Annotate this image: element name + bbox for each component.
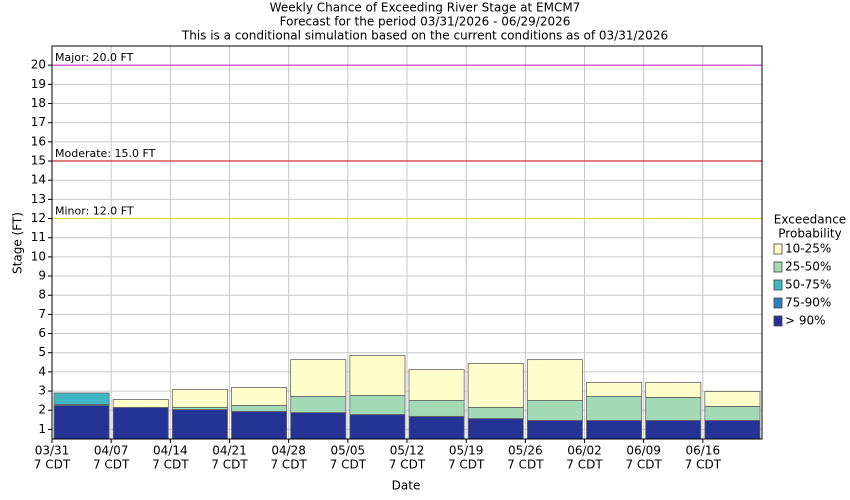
bar-segment	[586, 420, 643, 440]
legend-title: Probability	[778, 227, 841, 241]
x-tick-label: 06/09	[626, 444, 661, 458]
chart-note: This is a conditional simulation based o…	[181, 29, 668, 43]
bar-segment	[408, 415, 465, 440]
x-tick-label: 06/16	[686, 444, 721, 458]
x-tick-label: 7 CDT	[211, 458, 248, 472]
x-tick-label: 7 CDT	[566, 458, 603, 472]
bar-segment	[231, 410, 288, 440]
x-tick-label: 7 CDT	[448, 458, 485, 472]
y-tick-label: 4	[38, 364, 46, 378]
bar-segment	[704, 420, 761, 440]
bar-segment	[526, 359, 583, 401]
threshold-label: Major: 20.0 FT	[55, 51, 134, 64]
x-tick-label: 05/26	[508, 444, 543, 458]
x-tick-label: 7 CDT	[93, 458, 130, 472]
y-tick-label: 11	[31, 230, 46, 244]
chart-title: Weekly Chance of Exceeding River Stage a…	[270, 1, 581, 15]
legend-label: > 90%	[785, 314, 826, 328]
bar-segment	[645, 420, 702, 440]
y-tick-label: 14	[31, 173, 46, 187]
bar-segment	[349, 414, 406, 440]
x-tick-label: 7 CDT	[152, 458, 189, 472]
bar-segment	[349, 395, 406, 415]
x-tick-label: 04/21	[212, 444, 247, 458]
legend-swatch	[773, 297, 783, 309]
bar-segment	[53, 405, 110, 440]
x-tick-label: 7 CDT	[270, 458, 307, 472]
threshold-label: Minor: 12.0 FT	[55, 205, 134, 218]
y-tick-label: 3	[38, 384, 46, 398]
bar-segment	[112, 406, 169, 440]
y-tick-label: 19	[31, 77, 46, 91]
bar-segment	[231, 387, 288, 406]
y-tick-label: 6	[38, 326, 46, 340]
x-axis-label: Date	[392, 479, 421, 493]
bar-segment	[467, 418, 524, 440]
bar-segment	[408, 369, 465, 401]
bar-segment	[586, 396, 643, 421]
y-tick-label: 1	[38, 422, 46, 436]
x-tick-label: 05/19	[449, 444, 484, 458]
legend-title: Exceedance	[774, 213, 846, 227]
x-tick-label: 7 CDT	[330, 458, 367, 472]
legend-label: 25-50%	[785, 260, 831, 274]
y-tick-label: 18	[31, 96, 46, 110]
bar-segment	[290, 359, 347, 397]
y-tick-label: 9	[38, 269, 46, 283]
y-tick-label: 13	[31, 192, 46, 206]
bar-segment	[408, 400, 465, 417]
bar-segment	[53, 392, 110, 405]
legend-label: 75-90%	[785, 296, 831, 310]
bar-segment	[467, 406, 524, 419]
bar-segment	[704, 406, 761, 421]
bar-segment	[645, 396, 702, 421]
x-tick-label: 05/12	[390, 444, 425, 458]
y-tick-label: 7	[38, 307, 46, 321]
x-tick-label: 04/14	[153, 444, 188, 458]
x-tick-label: 04/07	[94, 444, 129, 458]
x-tick-label: 7 CDT	[389, 458, 426, 472]
bar-segment	[171, 409, 228, 440]
chart-subtitle: Forecast for the period 03/31/2026 - 06/…	[280, 15, 571, 29]
y-tick-label: 10	[31, 249, 46, 263]
bar-segment	[112, 399, 169, 408]
bar-segment	[645, 382, 702, 398]
bar-segment	[526, 420, 583, 440]
bar-segment	[526, 400, 583, 421]
y-axis-label: Stage (FT)	[11, 212, 25, 274]
bar-segment	[586, 382, 643, 397]
bar-segment	[467, 363, 524, 408]
plot-border	[51, 45, 763, 440]
y-tick-label: 2	[38, 403, 46, 417]
y-tick-label: 17	[31, 115, 46, 129]
bar-segment	[704, 391, 761, 407]
y-tick-label: 12	[31, 211, 46, 225]
bar-segment	[171, 389, 228, 408]
bar-segment	[290, 396, 347, 413]
y-tick-label: 15	[31, 154, 46, 168]
legend-swatch	[773, 261, 783, 273]
threshold-label: Moderate: 15.0 FT	[55, 147, 156, 160]
y-tick-label: 20	[31, 58, 46, 72]
x-tick-label: 7 CDT	[34, 458, 71, 472]
legend-swatch	[773, 279, 783, 291]
legend-swatch	[773, 315, 783, 327]
x-tick-label: 7 CDT	[507, 458, 544, 472]
legend-label: 50-75%	[785, 278, 831, 292]
x-tick-label: 7 CDT	[625, 458, 662, 472]
legend-label: 10-25%	[785, 242, 831, 256]
bar-segment	[231, 405, 288, 412]
x-tick-label: 05/05	[331, 444, 366, 458]
x-tick-label: 03/31	[35, 444, 70, 458]
y-tick-label: 16	[31, 134, 46, 148]
x-tick-label: 7 CDT	[685, 458, 722, 472]
legend-swatch	[773, 243, 783, 255]
y-tick-label: 8	[38, 288, 46, 302]
x-tick-label: 04/28	[271, 444, 306, 458]
bar-segment	[349, 355, 406, 396]
y-tick-label: 5	[38, 345, 46, 359]
x-tick-label: 06/02	[567, 444, 602, 458]
bar-segment	[290, 412, 347, 440]
